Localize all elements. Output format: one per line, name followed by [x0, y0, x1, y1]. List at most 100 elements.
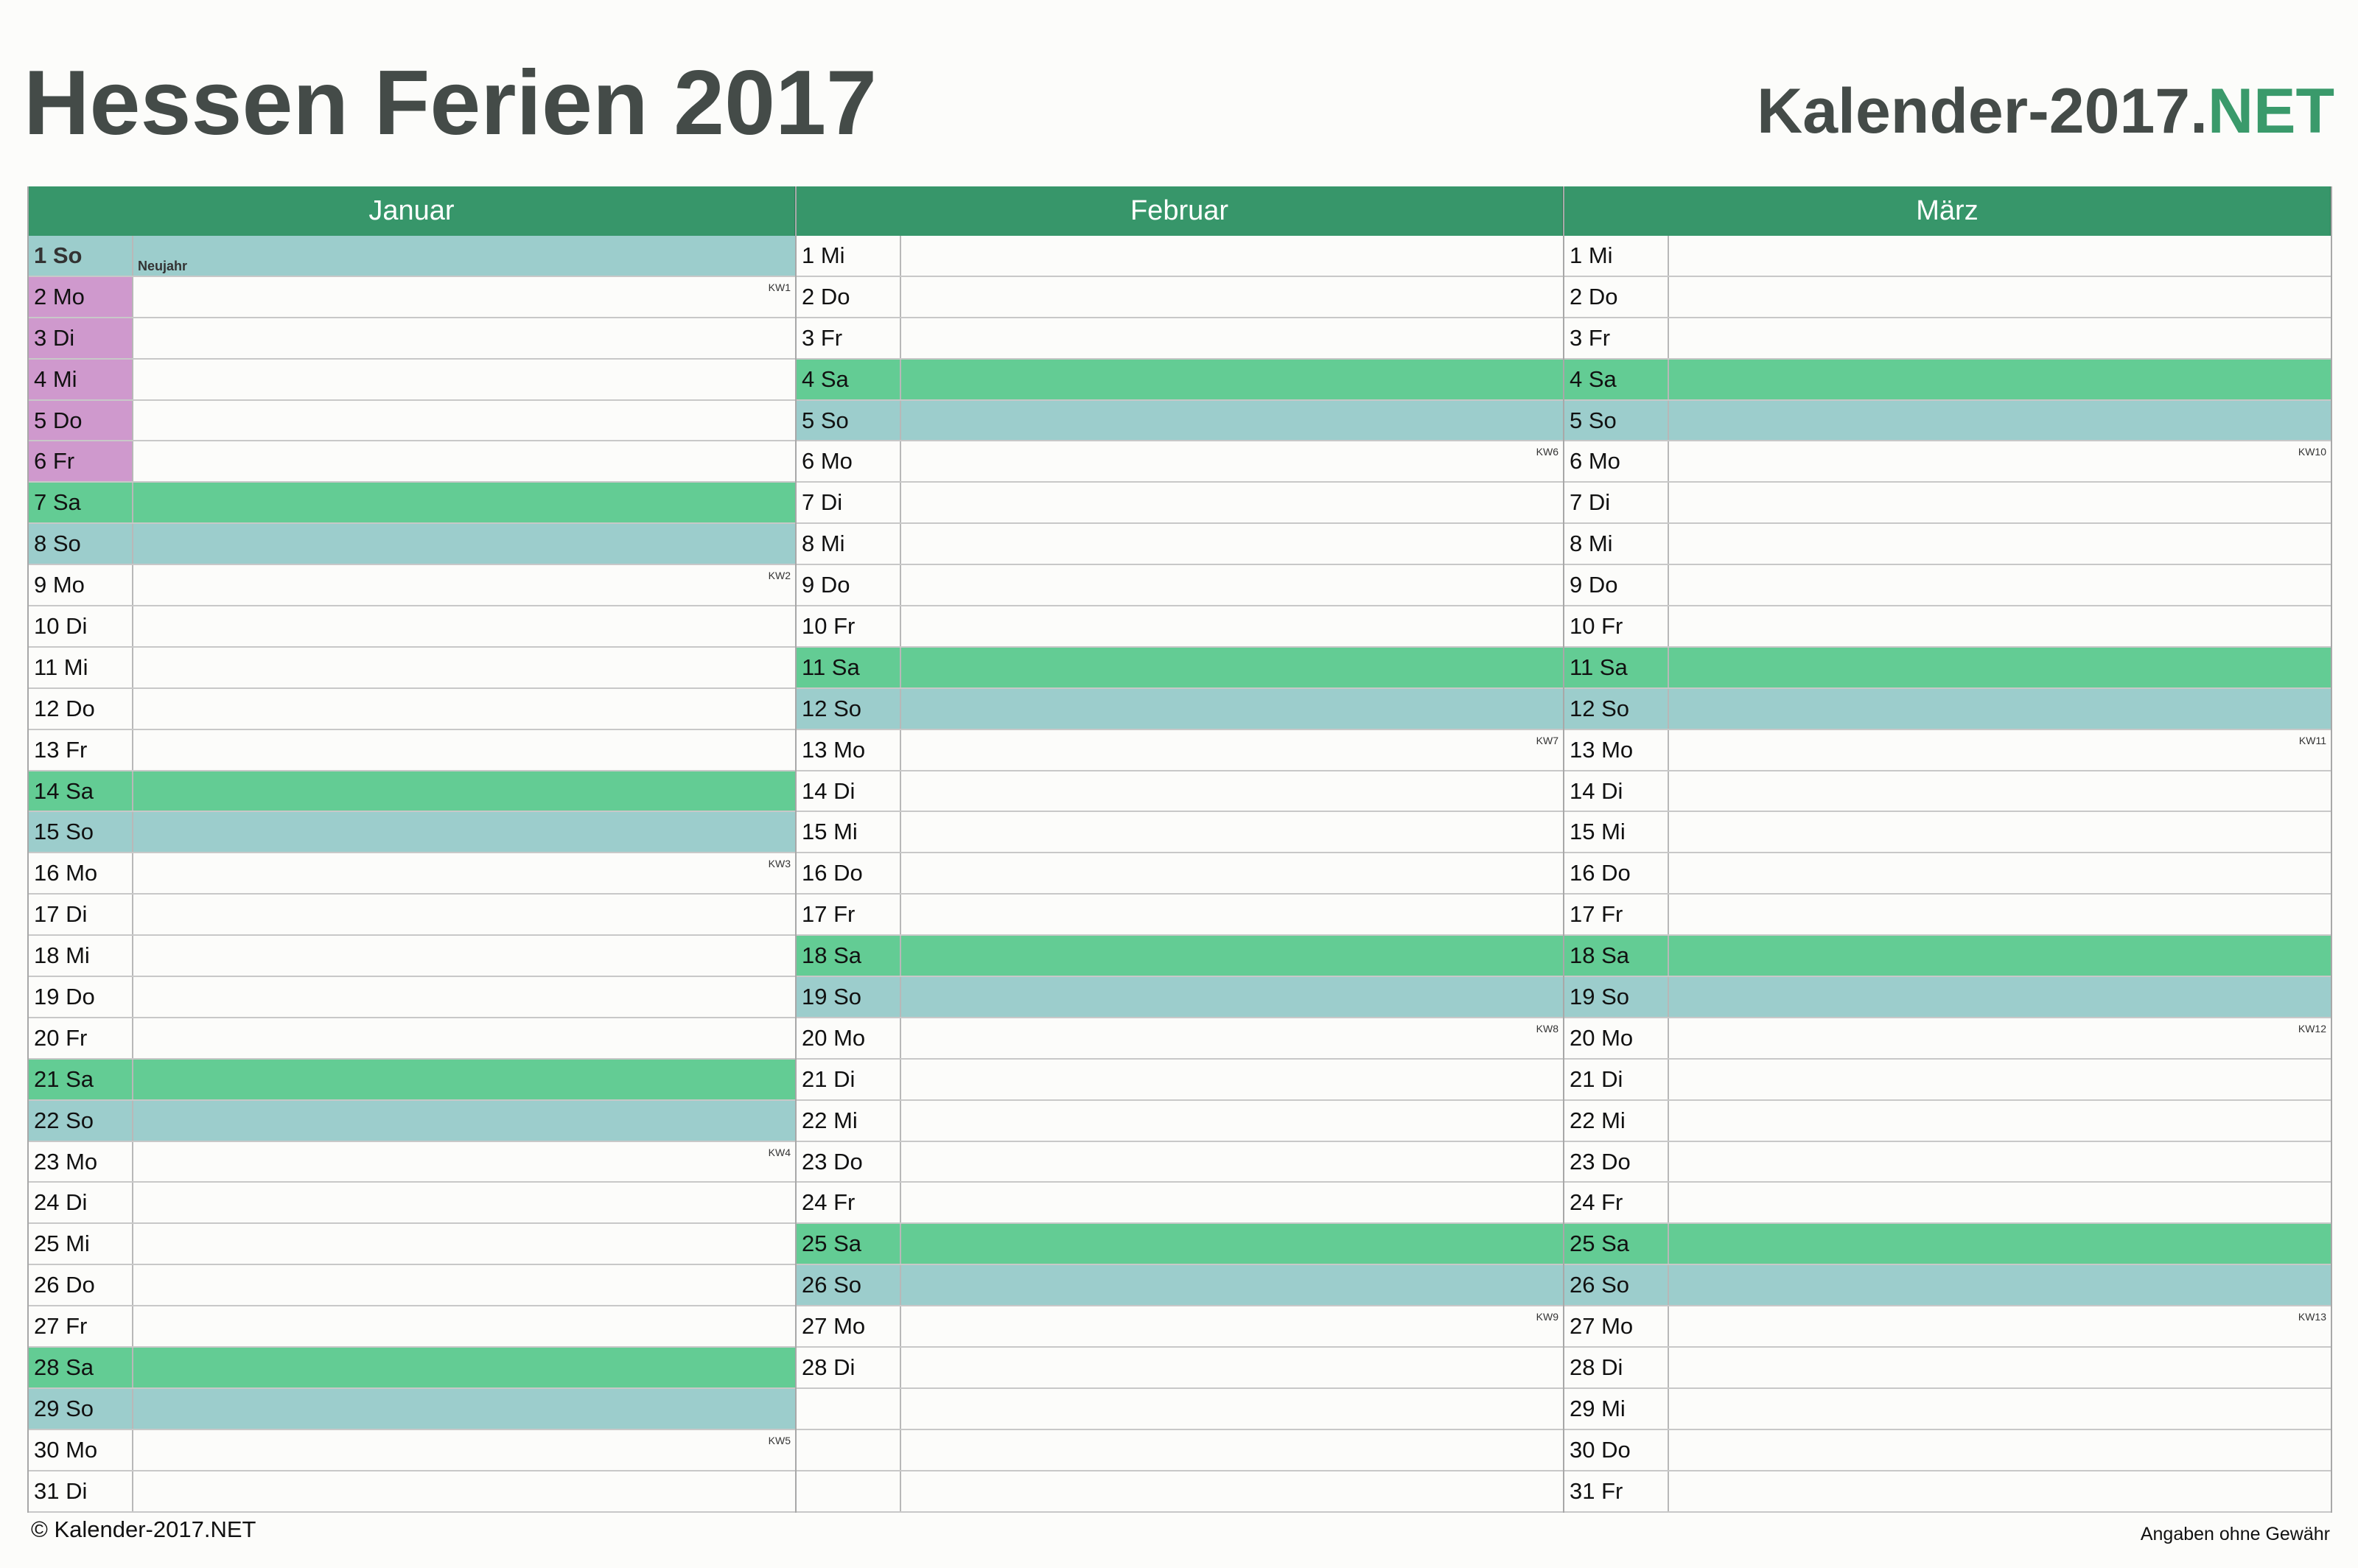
day-row: 6 Mo KW10	[1564, 441, 2331, 483]
day-note-cell[interactable]: KW4	[133, 1142, 795, 1182]
day-note-cell[interactable]: KW12	[1669, 1018, 2331, 1058]
day-note-cell[interactable]	[901, 853, 1563, 893]
day-note-cell[interactable]	[901, 977, 1563, 1017]
day-note-cell[interactable]	[901, 401, 1563, 441]
day-note-cell[interactable]	[133, 1101, 795, 1141]
day-note-cell[interactable]	[133, 401, 795, 441]
day-note-cell[interactable]	[1669, 1348, 2331, 1387]
day-note-cell[interactable]	[901, 1183, 1563, 1222]
day-note-cell[interactable]	[1669, 318, 2331, 358]
day-note-cell[interactable]	[133, 648, 795, 687]
day-note-cell[interactable]	[1669, 606, 2331, 646]
day-note-cell[interactable]	[133, 1306, 795, 1346]
day-note-cell[interactable]	[1669, 236, 2331, 276]
day-note-cell[interactable]	[901, 524, 1563, 564]
day-note-cell[interactable]	[133, 360, 795, 399]
day-note-cell[interactable]	[1669, 648, 2331, 687]
day-note-cell[interactable]	[901, 236, 1563, 276]
day-note-cell[interactable]	[901, 771, 1563, 811]
day-label	[797, 1429, 901, 1470]
day-note-cell[interactable]	[1669, 812, 2331, 852]
day-note-cell[interactable]: KW13	[1669, 1306, 2331, 1346]
day-note-cell[interactable]	[901, 1389, 1563, 1429]
day-note-cell[interactable]: KW6	[901, 441, 1563, 481]
day-note-cell[interactable]	[1669, 771, 2331, 811]
day-note-cell[interactable]	[133, 1060, 795, 1099]
day-note-cell[interactable]	[1669, 1183, 2331, 1222]
day-note-cell[interactable]	[901, 895, 1563, 934]
day-note-cell[interactable]	[901, 277, 1563, 317]
day-note-cell[interactable]	[133, 936, 795, 976]
day-note-cell[interactable]	[1669, 1142, 2331, 1182]
day-note-cell[interactable]	[1669, 1265, 2331, 1305]
day-note-cell[interactable]	[901, 1224, 1563, 1264]
day-note-cell[interactable]	[133, 1224, 795, 1264]
day-note-cell[interactable]	[1669, 1430, 2331, 1470]
day-note-cell[interactable]	[1669, 1389, 2331, 1429]
day-note-cell[interactable]	[133, 318, 795, 358]
day-note-cell[interactable]	[133, 1389, 795, 1429]
day-note-cell[interactable]	[901, 565, 1563, 605]
day-note-cell[interactable]	[901, 1265, 1563, 1305]
day-note-cell[interactable]	[901, 1471, 1563, 1511]
day-note-cell[interactable]	[901, 606, 1563, 646]
day-note-cell[interactable]	[901, 1142, 1563, 1182]
day-note-cell[interactable]	[1669, 483, 2331, 522]
day-note-cell[interactable]	[133, 771, 795, 811]
day-note-cell[interactable]	[901, 360, 1563, 399]
day-note-cell[interactable]	[1669, 853, 2331, 893]
day-note-cell[interactable]	[901, 936, 1563, 976]
day-note-cell[interactable]	[1669, 1060, 2331, 1099]
day-note-cell[interactable]	[1669, 401, 2331, 441]
day-note-cell[interactable]: KW5	[133, 1430, 795, 1470]
day-note-cell[interactable]	[901, 1348, 1563, 1387]
day-note-cell[interactable]	[901, 812, 1563, 852]
day-note-cell[interactable]	[133, 606, 795, 646]
day-note-cell[interactable]	[1669, 1101, 2331, 1141]
day-note-cell[interactable]	[133, 730, 795, 770]
day-note-cell[interactable]	[133, 895, 795, 934]
day-note-cell[interactable]	[133, 1265, 795, 1305]
day-note-cell[interactable]	[901, 483, 1563, 522]
day-note-cell[interactable]: KW10	[1669, 441, 2331, 481]
day-note-cell[interactable]	[901, 318, 1563, 358]
day-note-cell[interactable]: KW2	[133, 565, 795, 605]
day-note-cell[interactable]	[1669, 360, 2331, 399]
day-note-cell[interactable]	[133, 1471, 795, 1511]
day-label: 11 Sa	[1564, 647, 1669, 687]
day-note-cell[interactable]	[901, 1060, 1563, 1099]
day-note-cell[interactable]	[133, 812, 795, 852]
day-note-cell[interactable]	[133, 1183, 795, 1222]
day-note-cell[interactable]	[1669, 565, 2331, 605]
day-note-cell[interactable]: KW11	[1669, 730, 2331, 770]
day-label: 26 So	[797, 1265, 901, 1306]
day-note-cell[interactable]	[133, 483, 795, 522]
day-note-cell[interactable]: KW3	[133, 853, 795, 893]
day-note-cell[interactable]	[133, 524, 795, 564]
day-note-cell[interactable]	[1669, 277, 2331, 317]
day-row: 3 Fr	[797, 318, 1563, 360]
day-note-cell[interactable]	[1669, 1224, 2331, 1264]
day-note-cell[interactable]	[901, 1430, 1563, 1470]
day-note-cell[interactable]: KW1	[133, 277, 795, 317]
day-note-cell[interactable]	[1669, 977, 2331, 1017]
day-note-cell[interactable]	[133, 1348, 795, 1387]
day-note-cell[interactable]	[1669, 689, 2331, 729]
day-label: 14 Di	[1564, 771, 1669, 811]
day-note-cell[interactable]	[901, 648, 1563, 687]
day-note-cell[interactable]	[133, 1018, 795, 1058]
day-note-cell[interactable]	[901, 1101, 1563, 1141]
day-note-cell[interactable]: KW8	[901, 1018, 1563, 1058]
day-note-cell[interactable]	[901, 689, 1563, 729]
day-note-cell[interactable]	[133, 689, 795, 729]
day-note-cell[interactable]	[133, 977, 795, 1017]
day-note-cell[interactable]	[1669, 1471, 2331, 1511]
day-note-cell[interactable]: Neujahr	[133, 236, 795, 276]
day-note-cell[interactable]	[133, 441, 795, 481]
day-note-cell[interactable]	[1669, 524, 2331, 564]
day-note-cell[interactable]	[1669, 936, 2331, 976]
day-note-cell[interactable]: KW7	[901, 730, 1563, 770]
day-note-cell[interactable]	[1669, 895, 2331, 934]
day-note-cell[interactable]: KW9	[901, 1306, 1563, 1346]
day-row: 10 Fr	[797, 606, 1563, 648]
